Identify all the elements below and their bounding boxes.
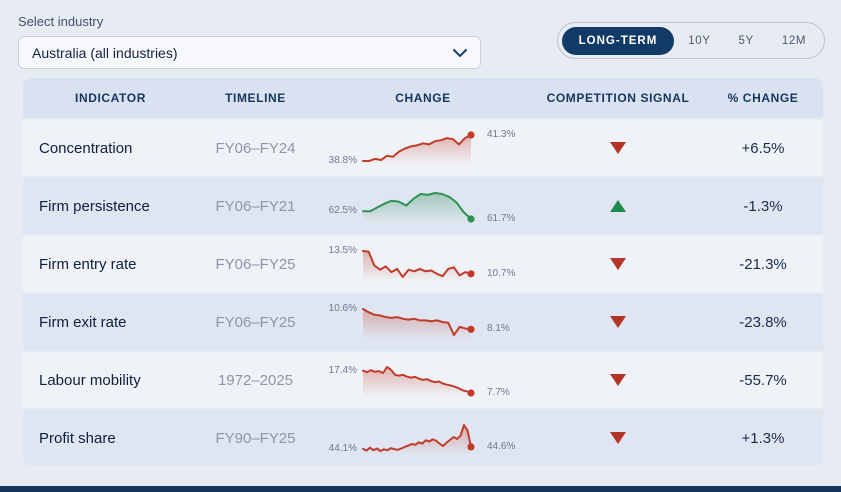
industry-select-label: Select industry (18, 14, 104, 29)
pct-change-cell: -21.3% (739, 255, 787, 273)
table-row: Labour mobility 1972–2025 17.4% 7.7% -55… (23, 352, 823, 408)
signal-cell (533, 432, 703, 444)
sparkline-end-value: 7.7% (487, 387, 510, 398)
pct-change-cell: -23.8% (739, 313, 787, 331)
header-timeline: TIMELINE (225, 91, 286, 105)
signal-cell (533, 200, 703, 212)
sparkline-start-value: 44.1% (328, 442, 357, 454)
change-cell: 17.4% 7.7% (313, 357, 533, 403)
change-cell: 38.8% 41.3% (313, 125, 533, 171)
industry-select[interactable]: Australia (all industries) (18, 36, 481, 69)
pct-change-cell: +6.5% (741, 139, 785, 157)
period-option-10y[interactable]: 10Y (674, 27, 724, 55)
period-option-5y[interactable]: 5Y (725, 27, 768, 55)
pct-change-cell: +1.3% (741, 429, 785, 447)
header-pct-change: % CHANGE (727, 91, 799, 105)
sparkline: 62.5% 61.7% (315, 183, 531, 229)
sparkline-start-value: 38.8% (328, 155, 357, 166)
signal-cell (533, 142, 703, 154)
period-option-long-term[interactable]: LONG-TERM (561, 26, 675, 55)
sparkline-start-value: 10.6% (328, 303, 357, 314)
sparkline-start-value: 17.4% (328, 364, 357, 376)
sparkline-end-value: 41.3% (487, 129, 516, 140)
sparkline-end-value: 44.6% (487, 440, 516, 452)
period-option-12m[interactable]: 12M (768, 27, 820, 55)
table-row: Firm entry rate FY06–FY25 13.5% 10.7% -2… (23, 236, 823, 292)
sparkline-end-value: 8.1% (487, 323, 510, 335)
sparkline: 17.4% 7.7% (315, 357, 531, 403)
signal-cell (533, 258, 703, 270)
table-row: Concentration FY06–FY24 38.8% 41.3% +6.5… (23, 120, 823, 176)
sparkline-start-value: 13.5% (328, 245, 357, 256)
indicator-cell: Concentration (39, 139, 133, 157)
indicator-cell: Firm exit rate (39, 313, 127, 331)
sparkline: 44.1% 44.6% (315, 415, 531, 461)
sparkline: 10.6% 8.1% (315, 299, 531, 345)
indicator-cell: Profit share (39, 429, 116, 447)
change-cell: 62.5% 61.7% (313, 183, 533, 229)
sparkline-end-value: 10.7% (487, 267, 516, 279)
period-toggle-group: LONG-TERM 10Y 5Y 12M (556, 22, 825, 59)
timeline-cell: FY06–FY21 (215, 197, 296, 215)
indicator-cell: Firm entry rate (39, 255, 137, 273)
timeline-cell: FY06–FY25 (215, 313, 296, 331)
table-body: Concentration FY06–FY24 38.8% 41.3% +6.5… (23, 120, 823, 466)
sparkline: 38.8% 41.3% (315, 125, 531, 171)
indicators-table: INDICATOR TIMELINE CHANGE COMPETITION SI… (23, 78, 823, 466)
bottom-bar (0, 486, 841, 492)
timeline-cell: FY06–FY24 (215, 139, 296, 157)
timeline-cell: 1972–2025 (217, 371, 294, 389)
signal-triangle-icon (610, 374, 626, 386)
timeline-cell: FY90–FY25 (215, 429, 296, 447)
header-indicator: INDICATOR (75, 91, 146, 105)
industry-select-value: Australia (all industries) (32, 44, 178, 61)
sparkline-start-value: 62.5% (328, 205, 357, 217)
signal-cell (533, 316, 703, 328)
signal-triangle-icon (610, 432, 626, 444)
indicator-cell: Firm persistence (39, 197, 150, 215)
timeline-cell: FY06–FY25 (215, 255, 296, 273)
signal-triangle-icon (610, 200, 626, 212)
table-row: Profit share FY90–FY25 44.1% 44.6% +1.3% (23, 410, 823, 466)
header-change: CHANGE (395, 91, 451, 105)
table-row: Firm persistence FY06–FY21 62.5% 61.7% -… (23, 178, 823, 234)
header-competition-signal: COMPETITION SIGNAL (546, 91, 690, 105)
top-controls: Select industry Australia (all industrie… (0, 0, 841, 69)
pct-change-cell: -55.7% (739, 371, 787, 389)
change-cell: 10.6% 8.1% (313, 299, 533, 345)
table-header-row: INDICATOR TIMELINE CHANGE COMPETITION SI… (23, 78, 823, 118)
signal-triangle-icon (610, 316, 626, 328)
change-cell: 13.5% 10.7% (313, 241, 533, 287)
chevron-down-icon (453, 48, 467, 57)
table-row: Firm exit rate FY06–FY25 10.6% 8.1% -23.… (23, 294, 823, 350)
sparkline-end-value: 61.7% (487, 213, 516, 224)
indicator-cell: Labour mobility (39, 371, 141, 389)
pct-change-cell: -1.3% (743, 197, 783, 215)
change-cell: 44.1% 44.6% (313, 415, 533, 461)
signal-cell (533, 374, 703, 386)
signal-triangle-icon (610, 258, 626, 270)
signal-triangle-icon (610, 142, 626, 154)
sparkline: 13.5% 10.7% (315, 241, 531, 287)
